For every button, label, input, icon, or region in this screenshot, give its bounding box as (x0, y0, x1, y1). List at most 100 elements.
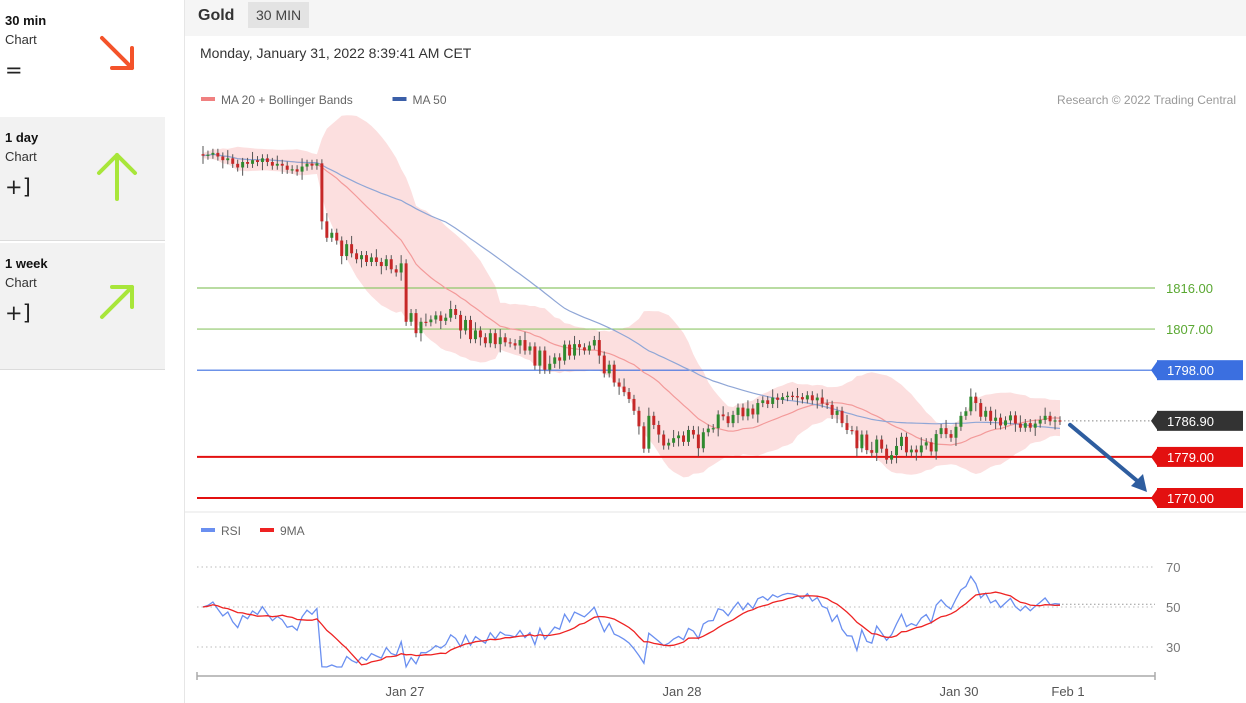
candle-body (305, 163, 309, 167)
candle (682, 431, 686, 446)
candle (969, 388, 973, 416)
candle-body (771, 397, 775, 404)
resistance-label: 1807.00 (1166, 322, 1213, 337)
candle-body (1028, 423, 1032, 428)
candle (1053, 416, 1057, 430)
candle-body (548, 363, 552, 370)
candle-body (929, 442, 933, 452)
candle-body (469, 319, 472, 340)
price-chart[interactable]: 1816.00 1807.00 1798.00 1786.90 1779.00 1770.… (185, 80, 1246, 703)
tf-item-30min[interactable]: 30 min Chart = (0, 0, 165, 124)
candle-body (1043, 415, 1047, 420)
candle-body (602, 355, 606, 374)
candle (612, 360, 616, 387)
candle-body (1033, 423, 1037, 428)
candle (1008, 411, 1012, 425)
candle-body (791, 395, 794, 397)
candle (568, 340, 572, 360)
support-tag (1157, 488, 1243, 508)
candle (934, 429, 938, 460)
candle (627, 387, 631, 404)
candle (473, 322, 477, 344)
candle (528, 342, 532, 355)
x-tick-label: Feb 1 (1051, 684, 1084, 699)
candle (617, 378, 621, 395)
candle (503, 333, 507, 347)
candle (587, 341, 591, 355)
candle-body (528, 346, 532, 351)
candle-body (369, 257, 373, 262)
candle (563, 340, 567, 365)
candle (880, 435, 884, 453)
candle-body (503, 337, 507, 343)
candle-body (563, 344, 567, 361)
candle (374, 249, 378, 267)
tf-item-1day[interactable]: 1 day Chart +] (0, 117, 165, 241)
candle (766, 396, 770, 409)
candle-body (746, 408, 750, 417)
candle-body (880, 439, 884, 449)
tf-label: 30 min (5, 13, 47, 28)
candle-body (345, 244, 349, 257)
candle-body (275, 163, 279, 166)
candle (379, 257, 383, 275)
candle (791, 391, 794, 401)
candle (726, 412, 730, 428)
candle (295, 165, 299, 176)
candle-body (820, 397, 824, 404)
candle (761, 396, 765, 408)
candle-body (989, 410, 993, 421)
candle-body (260, 158, 264, 162)
timeframe-badge[interactable]: 30 MIN (248, 2, 310, 28)
candle (325, 213, 329, 242)
last-price-tag (1157, 410, 1243, 431)
tf-item-1week[interactable]: 1 week Chart +] (0, 243, 165, 370)
candle (895, 437, 899, 464)
candle-body (270, 162, 274, 166)
ma50-line (202, 153, 1061, 429)
candle-body (657, 424, 661, 435)
candle-body (1004, 420, 1007, 426)
candle-body (682, 435, 686, 442)
candle (949, 429, 953, 442)
candle (236, 159, 240, 172)
candle (805, 391, 809, 404)
candle (875, 435, 879, 462)
candle (989, 406, 993, 425)
candle (994, 409, 998, 430)
candle-body (221, 156, 225, 161)
candle-body (543, 350, 547, 370)
candle (355, 249, 359, 264)
candle-body (216, 152, 220, 157)
candle (939, 424, 943, 439)
candle (944, 419, 948, 439)
candle (771, 389, 775, 409)
support-tag-pointer (1151, 488, 1158, 508)
candle (999, 413, 1003, 430)
candle-body (389, 259, 393, 270)
candle-body (1023, 423, 1027, 428)
candle (865, 430, 869, 455)
candle-body (384, 259, 388, 267)
candle (211, 148, 215, 159)
candle (241, 157, 245, 176)
candle (756, 398, 760, 423)
candle-body (414, 313, 418, 334)
candle (459, 310, 463, 339)
candle (548, 355, 552, 374)
candle-body (340, 240, 344, 257)
candle (622, 378, 626, 397)
rsi-line (202, 575, 1061, 669)
candle-body (974, 396, 978, 404)
candle-body (568, 344, 572, 356)
candle (741, 403, 745, 421)
candle (300, 158, 304, 180)
candle (691, 425, 695, 439)
candle (632, 394, 636, 415)
bollinger-band (203, 115, 1060, 478)
candle (637, 406, 641, 435)
legend-label: MA 50 (413, 93, 447, 107)
candle (538, 346, 542, 374)
candle (488, 329, 492, 348)
candle (1048, 411, 1052, 426)
